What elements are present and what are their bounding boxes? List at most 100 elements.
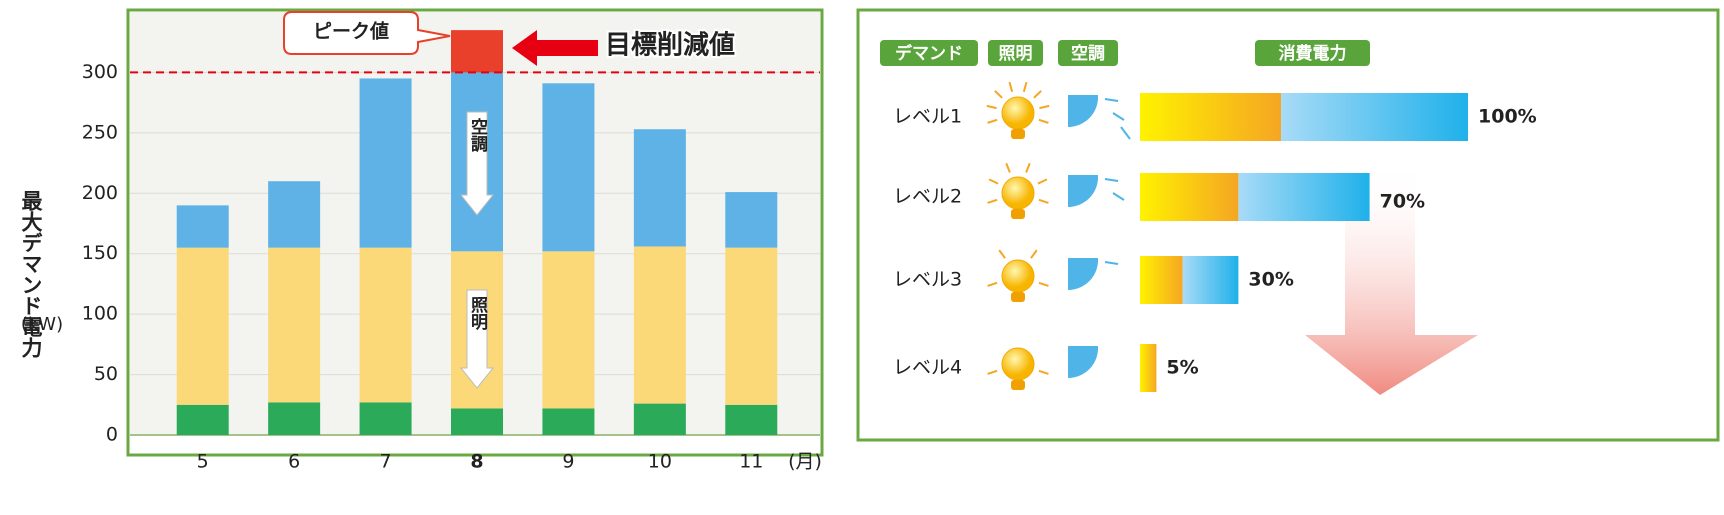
bar-segment xyxy=(268,402,321,435)
x-tick-label: 9 xyxy=(562,451,574,473)
target-label: 目標削減値 xyxy=(605,31,735,61)
header-label: デマンド xyxy=(895,43,963,64)
header-label: 消費電力 xyxy=(1279,43,1347,64)
bar-segment xyxy=(725,404,778,435)
bar-segment xyxy=(359,78,412,248)
bulb-ray xyxy=(987,198,998,204)
bar-segment xyxy=(176,205,229,248)
bar-segment xyxy=(268,181,321,248)
value-label: 100% xyxy=(1478,106,1537,128)
series-label: 照明 xyxy=(467,296,488,331)
level-label: レベル2 xyxy=(893,186,962,208)
header-tag xyxy=(1058,40,1118,66)
ac-icon xyxy=(1068,175,1099,208)
bar-segment xyxy=(176,247,229,405)
series-label: 空調 xyxy=(467,117,488,153)
bulb-ray xyxy=(1025,162,1031,173)
bar-segment xyxy=(542,408,595,435)
bar-segment xyxy=(451,30,503,73)
ac-ray xyxy=(1104,261,1119,265)
header-tag xyxy=(880,40,978,66)
x-tick-label: 7 xyxy=(380,451,392,473)
header-tag xyxy=(1255,40,1370,66)
bar-segment xyxy=(176,404,229,435)
x-tick-label: 6 xyxy=(288,451,300,473)
bar-segment xyxy=(633,129,686,247)
bulb-ray xyxy=(987,369,998,375)
x-tick-label: 10 xyxy=(648,451,672,473)
bar-segment xyxy=(725,192,778,248)
bulb-icon xyxy=(1001,347,1035,381)
bulb-ray xyxy=(1008,81,1014,93)
header-tag xyxy=(988,40,1043,66)
bar-segment xyxy=(359,402,412,435)
series-arrow xyxy=(459,111,495,216)
value-label: 5% xyxy=(1166,357,1198,379)
ac-icon xyxy=(1068,258,1099,291)
value-label: 30% xyxy=(1248,269,1293,291)
series-arrow xyxy=(459,289,495,389)
ac-icon xyxy=(1068,346,1099,379)
x-tick-label: 5 xyxy=(197,451,209,473)
y-tick-label: 100 xyxy=(82,303,118,325)
bulb-ray xyxy=(986,104,997,110)
peak-callout xyxy=(283,11,451,55)
levels-frame xyxy=(856,8,1720,442)
bar-segment xyxy=(725,247,778,405)
level-label: レベル4 xyxy=(893,357,962,379)
bar-segment xyxy=(268,247,321,403)
lighting-bar xyxy=(1140,93,1282,141)
y-tick-label: 150 xyxy=(82,242,118,264)
level-label: レベル1 xyxy=(893,106,962,128)
x-tick-label: 11 xyxy=(739,451,763,473)
y-tick-label: 250 xyxy=(82,121,118,143)
bulb-ray xyxy=(1038,281,1049,287)
ac-ray xyxy=(1104,178,1119,182)
header-label: 空調 xyxy=(1071,43,1105,64)
bulb-ray xyxy=(998,249,1006,259)
y-tick-label: 0 xyxy=(106,424,118,446)
ac-bar xyxy=(1182,256,1239,304)
level-label: レベル3 xyxy=(893,269,962,291)
bulb-base xyxy=(1011,292,1025,302)
ac-icon xyxy=(1068,95,1099,128)
bulb-ray xyxy=(1038,118,1049,124)
y-tick-label: 200 xyxy=(82,182,118,204)
bulb-icon xyxy=(1001,96,1035,130)
ac-ray xyxy=(1112,192,1125,201)
bar-segment xyxy=(633,403,686,435)
lighting-bar xyxy=(1140,344,1157,392)
peak-label: ピーク値 xyxy=(313,21,389,43)
bulb-ray xyxy=(987,118,998,124)
y-axis-label: 最大デマンド電力 xyxy=(19,190,43,359)
bulb-ray xyxy=(1022,81,1028,93)
y-tick-label: 50 xyxy=(94,363,118,385)
y-axis-unit: (kW) xyxy=(21,314,63,335)
bulb-ray xyxy=(1037,178,1048,185)
ac-ray xyxy=(1104,98,1119,102)
bulb-icon xyxy=(1001,259,1035,293)
bar-segment xyxy=(359,247,412,403)
bulb-base xyxy=(1011,209,1025,219)
bulb-ray xyxy=(1033,90,1042,99)
target-arrow xyxy=(512,30,598,66)
y-tick-label: 300 xyxy=(82,61,118,83)
lighting-bar xyxy=(1140,173,1239,221)
bulb-ray xyxy=(1039,104,1050,110)
bulb-ray xyxy=(994,90,1003,99)
x-tick-label: 8 xyxy=(470,451,483,473)
ac-ray xyxy=(1112,112,1125,121)
ac-bar xyxy=(1281,93,1468,141)
lighting-bar xyxy=(1140,256,1183,304)
bar-segment xyxy=(542,251,595,409)
bulb-base xyxy=(1011,380,1025,390)
bulb-ray xyxy=(987,281,998,287)
ac-bar xyxy=(1238,173,1370,221)
bulb-ray xyxy=(1038,198,1049,204)
bulb-base xyxy=(1011,129,1025,139)
bulb-ray xyxy=(988,178,999,185)
bar-segment xyxy=(542,83,595,252)
